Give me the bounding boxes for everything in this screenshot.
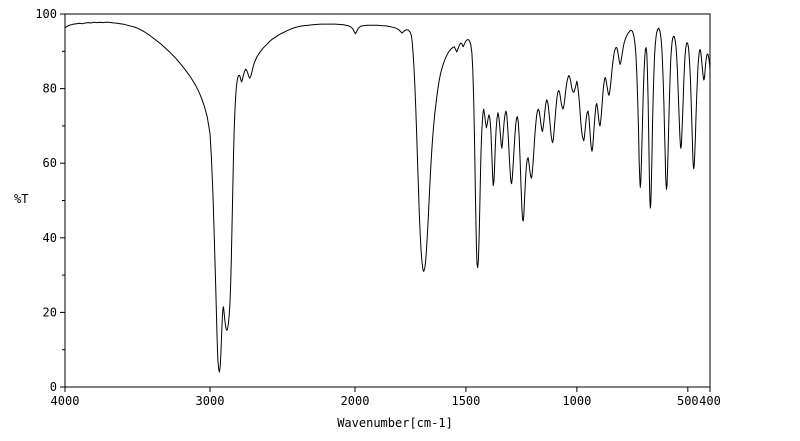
- y-tick-label: 40: [43, 231, 57, 245]
- x-axis-title: Wavenumber[cm-1]: [337, 416, 453, 430]
- x-tick-label: 3000: [196, 394, 225, 408]
- x-tick-label: 4000: [51, 394, 80, 408]
- x-axis-ticks: 4000 3000 2000 1500 1000 500 400: [51, 387, 721, 408]
- y-tick-label: 60: [43, 156, 57, 170]
- y-tick-label: 20: [43, 305, 57, 319]
- plot-frame: [64, 13, 711, 388]
- y-axis-title: %T: [14, 192, 28, 206]
- x-tick-label: 500: [677, 394, 699, 408]
- x-tick-label: 1500: [451, 394, 480, 408]
- x-tick-label: 400: [699, 394, 721, 408]
- y-tick-label: 0: [50, 380, 57, 394]
- x-tick-label: 2000: [341, 394, 370, 408]
- y-tick-label: 100: [35, 7, 57, 21]
- y-axis-ticks: 0 20 40 60 80 100: [35, 7, 65, 394]
- x-tick-label: 1000: [562, 394, 591, 408]
- spectrum-trace: [64, 21, 711, 373]
- y-tick-label: 80: [43, 82, 57, 96]
